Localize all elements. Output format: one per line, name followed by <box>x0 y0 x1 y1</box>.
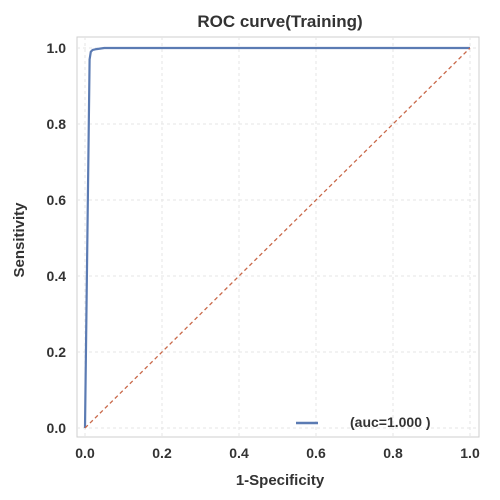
legend: (auc=1.000 ) <box>296 414 431 430</box>
reference-diagonal-line <box>84 47 471 429</box>
y-tick-label: 0.0 <box>47 420 67 436</box>
y-tick-label: 1.0 <box>47 40 67 56</box>
x-tick-label: 0.4 <box>229 445 249 461</box>
chart-title: ROC curve(Training) <box>197 12 362 31</box>
plot-area <box>76 36 480 438</box>
x-tick-label: 0.8 <box>383 445 403 461</box>
grid <box>77 37 479 437</box>
y-tick-label: 0.8 <box>47 116 67 132</box>
x-tick-label: 0.6 <box>306 445 326 461</box>
x-tick-label: 0.2 <box>152 445 172 461</box>
legend-label: (auc=1.000 ) <box>350 414 431 430</box>
x-axis-label: 1-Specificity <box>236 472 325 489</box>
y-tick-labels: 0.0 0.2 0.4 0.6 0.8 1.0 <box>47 40 67 436</box>
y-tick-label: 0.6 <box>47 192 67 208</box>
roc-curve-line <box>83 46 470 429</box>
x-tick-labels: 0.0 0.2 0.4 0.6 0.8 1.0 <box>75 445 480 461</box>
x-tick-label: 0.0 <box>75 445 95 461</box>
y-tick-label: 0.2 <box>47 344 67 360</box>
x-tick-label: 1.0 <box>460 445 480 461</box>
y-axis-label: Sensitivity <box>11 202 28 278</box>
series-layer <box>83 46 471 429</box>
y-tick-label: 0.4 <box>47 268 67 284</box>
